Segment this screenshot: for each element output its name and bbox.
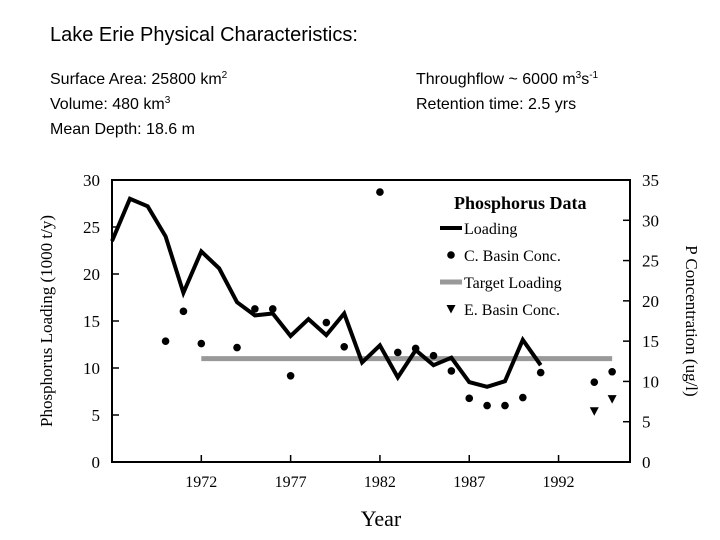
c-basin-point [536,368,545,377]
plot-frame [111,179,631,463]
c-basin-point [233,343,241,352]
c-basin-point [179,307,188,316]
x-axis-title: Year [361,506,402,531]
x-tick-label: 1992 [543,474,575,491]
y-left-axis-title: Phosphorus Loading (1000 t/y) [37,215,56,427]
c-basin-point [393,348,402,357]
c-basin-point [590,378,599,387]
legend-label-loading: Loading [464,221,517,238]
legend-label-e-basin-conc-: E. Basin Conc. [464,302,560,319]
physical-facts-left: Surface Area: 25800 km2 Volume: 480 km3 … [50,67,227,142]
legend-swatch-e-basin-conc- [446,305,456,314]
slide-title: Lake Erie Physical Characteristics: [50,24,358,46]
c-basin-point [483,401,491,410]
y-right-tick-label: 5 [642,413,651,432]
y-left-tick-label: 30 [83,171,100,190]
c-basin-point [197,339,206,348]
phosphorus-chart: 1972 1977 1982 1987 1992 0 5 10 15 20 25 30 0 5 10 15 20… [37,171,701,531]
y-right-tick-label: 0 [642,453,651,472]
y-left-tick-label: 20 [83,265,100,284]
c-basin-point [429,351,438,360]
c-basin-point [411,344,420,353]
x-tick-label: 1987 [453,474,485,491]
throughflow-fact: Throughflow ~ 6000 m3s-1 [416,70,599,89]
y-left-tick-label: 5 [92,406,101,425]
c-basin-point [322,318,331,327]
c-basin-point [376,188,384,196]
legend-swatch-c-basin-conc- [447,251,455,259]
loading-series-line [110,196,543,389]
legend-title: Phosphorus Data [454,193,587,213]
retention-time-fact: Retention time: 2.5 yrs [416,96,577,113]
y-right-tick-label: 30 [642,211,659,230]
y-left-tick-label: 25 [83,218,100,237]
c-basin-point [501,401,509,410]
x-tick-label: 1972 [185,474,217,491]
x-tick-label: 1977 [275,474,307,491]
y-right-axis-title: P Concentration (ug/l) [682,245,701,396]
y-left-tick-label: 10 [83,359,100,378]
e-basin-point [589,407,599,416]
y-left-tick-label: 0 [92,453,101,472]
y-right-tick-label: 10 [642,372,659,391]
legend-label-target-loading: Target Loading [464,275,562,292]
y-right-tick-label: 35 [642,171,659,190]
c-basin-point [519,393,527,402]
surface-area-fact: Surface Area: 25800 km2 [50,70,228,89]
c-basin-point [465,394,474,403]
e-basin-point [607,395,617,404]
volume-fact: Volume: 480 km3 [50,95,171,114]
y-right-tick-label: 20 [642,292,659,311]
c-basin-point [286,371,295,380]
c-basin-point [447,367,456,375]
mean-depth-fact: Mean Depth: 18.6 m [50,121,195,138]
y-right-tick-label: 25 [642,252,659,271]
x-tick-label: 1982 [364,474,396,491]
c-basin-point [251,305,259,313]
c-basin-point [340,342,349,351]
legend-label-c-basin-conc-: C. Basin Conc. [464,248,561,265]
y-left-tick-label: 15 [83,312,100,331]
c-basin-point [268,305,277,313]
physical-facts-right: Throughflow ~ 6000 m3s-1 Retention time:… [416,67,598,117]
c-basin-point [608,367,616,376]
c-basin-point [161,337,170,345]
y-right-tick-label: 15 [642,332,659,351]
